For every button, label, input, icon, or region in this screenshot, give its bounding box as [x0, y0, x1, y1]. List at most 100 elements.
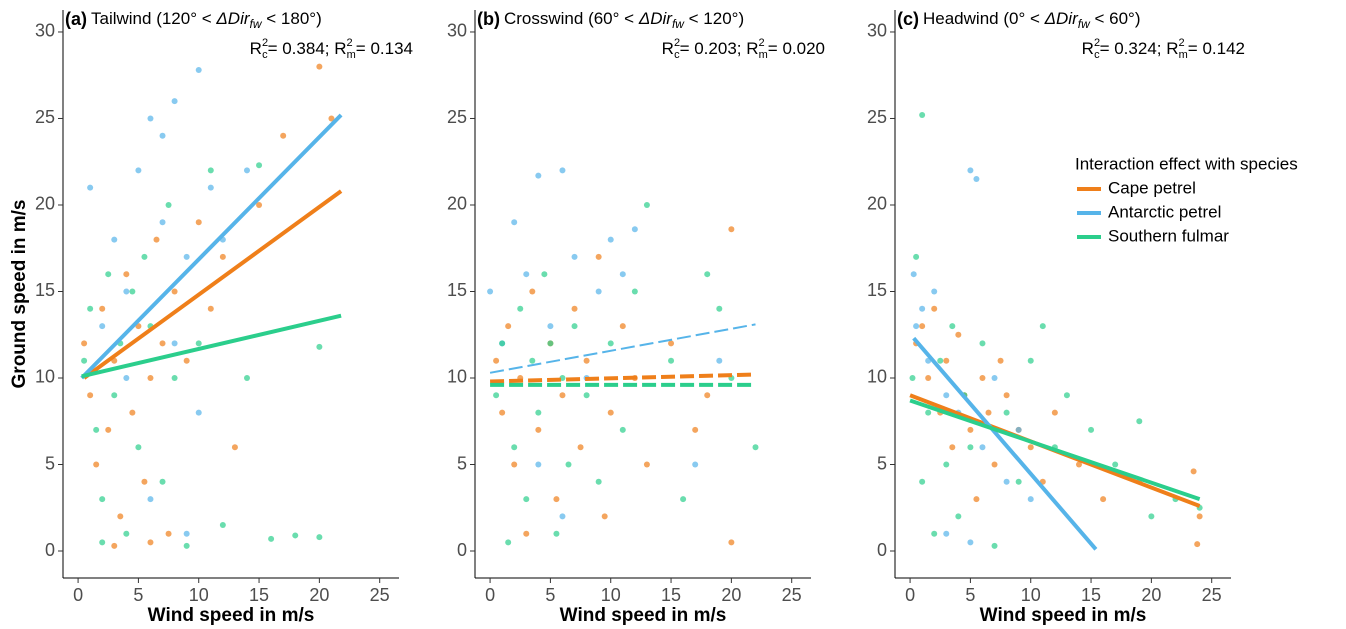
- point: [967, 167, 974, 174]
- point: [292, 532, 299, 539]
- title-sub: fw: [672, 17, 685, 31]
- point: [529, 288, 536, 295]
- point: [943, 357, 950, 364]
- point: [668, 357, 675, 364]
- point: [499, 340, 506, 347]
- point: [607, 236, 614, 243]
- point: [183, 542, 190, 549]
- point: [517, 305, 524, 312]
- y-tick-label: 5: [45, 453, 55, 473]
- point: [553, 496, 560, 503]
- panel-title: (c) Headwind (0° < ΔDirfw < 60°): [897, 9, 1141, 31]
- title-italic: ΔDir: [638, 9, 673, 28]
- point: [692, 426, 699, 433]
- point: [577, 444, 584, 451]
- point: [1194, 541, 1201, 548]
- point: [99, 539, 106, 546]
- point: [668, 340, 675, 347]
- point: [619, 426, 626, 433]
- y-tick-label: 30: [35, 21, 55, 41]
- x-tick-label: 5: [133, 585, 143, 605]
- point: [93, 461, 100, 468]
- point: [159, 478, 166, 485]
- point: [607, 409, 614, 416]
- annotation-part: 2: [262, 37, 268, 49]
- x-tick-label: 25: [370, 585, 390, 605]
- point: [631, 288, 638, 295]
- point: [1190, 468, 1197, 475]
- point: [1003, 392, 1010, 399]
- y-tick-label: 25: [447, 107, 467, 127]
- point: [171, 98, 178, 105]
- point: [931, 288, 938, 295]
- y-tick-label: 20: [35, 194, 55, 214]
- fit-line: [909, 398, 1201, 501]
- point: [129, 288, 136, 295]
- point: [81, 340, 88, 347]
- point: [123, 374, 130, 381]
- title-text: < 180°): [262, 9, 322, 28]
- point: [99, 496, 106, 503]
- annotation-part: c: [674, 49, 680, 61]
- fit-line: [912, 336, 1098, 551]
- point: [493, 392, 500, 399]
- point: [147, 115, 154, 122]
- point: [1039, 323, 1046, 330]
- point: [159, 340, 166, 347]
- annotation-part: = 0.142: [1188, 39, 1245, 58]
- point: [925, 374, 932, 381]
- point: [1027, 444, 1034, 451]
- point: [631, 226, 638, 233]
- x-tick-label: 5: [545, 585, 555, 605]
- point: [316, 63, 323, 70]
- title-text: Headwind (0° <: [923, 9, 1045, 28]
- point: [195, 409, 202, 416]
- point: [643, 461, 650, 468]
- fit-line: [81, 313, 342, 379]
- point: [243, 374, 250, 381]
- y-tick-label: 30: [867, 21, 887, 41]
- point: [997, 357, 1004, 364]
- point: [931, 305, 938, 312]
- r2-annotation: R2 c= 0.324; R2 m= 0.142: [1082, 37, 1245, 61]
- point: [505, 323, 512, 330]
- point: [595, 288, 602, 295]
- point: [1063, 392, 1070, 399]
- point: [1027, 496, 1034, 503]
- point: [195, 219, 202, 226]
- r2-annotation: R2 c= 0.384; R2 m= 0.134: [250, 37, 413, 61]
- panel-label: (a): [65, 9, 87, 29]
- point: [565, 461, 572, 468]
- point: [937, 357, 944, 364]
- point: [147, 496, 154, 503]
- point: [256, 162, 263, 169]
- point: [973, 496, 980, 503]
- point: [171, 374, 178, 381]
- x-tick-label: 15: [661, 585, 681, 605]
- point: [931, 530, 938, 537]
- y-tick-label: 15: [447, 280, 467, 300]
- legend-label: Cape petrel: [1108, 178, 1196, 197]
- y-tick-label: 20: [447, 194, 467, 214]
- point: [716, 305, 723, 312]
- title-italic: ΔDir: [1044, 9, 1079, 28]
- point: [1075, 461, 1082, 468]
- title-sub: fw: [1078, 17, 1091, 31]
- x-tick-label: 10: [601, 585, 621, 605]
- point: [523, 530, 530, 537]
- point: [1088, 426, 1095, 433]
- point: [207, 184, 214, 191]
- point: [207, 167, 214, 174]
- point: [183, 253, 190, 260]
- point: [553, 530, 560, 537]
- point: [607, 340, 614, 347]
- point: [81, 357, 88, 364]
- point: [1136, 418, 1143, 425]
- point: [619, 271, 626, 278]
- point: [219, 522, 226, 529]
- point: [268, 535, 275, 542]
- point: [511, 444, 518, 451]
- point: [529, 357, 536, 364]
- point: [943, 392, 950, 399]
